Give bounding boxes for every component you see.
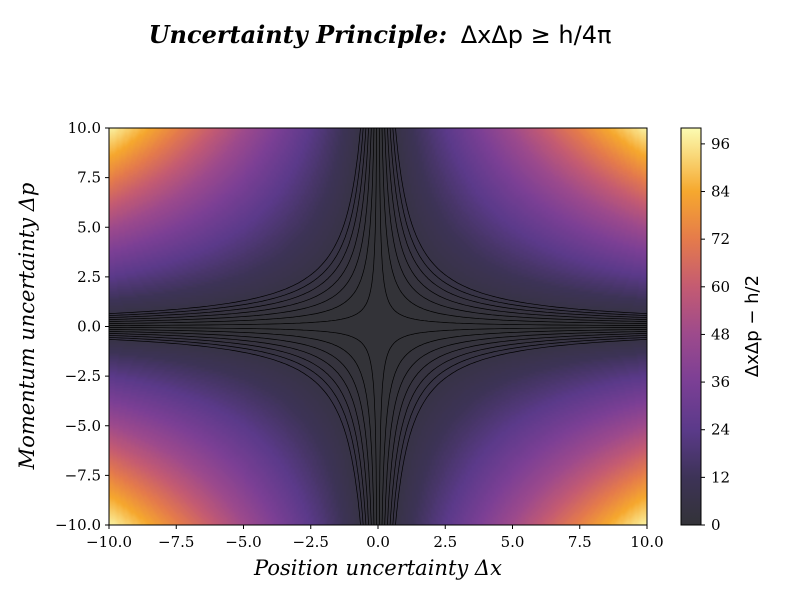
x-tick-label: −7.5 [158, 533, 194, 551]
x-tick-label: 10.0 [630, 533, 663, 551]
contour-line [384, 128, 647, 322]
chart-title: Uncertainty Principle: ΔxΔp ≥ h/4π [149, 20, 612, 49]
contour-line [109, 329, 375, 525]
contour-line [389, 128, 647, 318]
contour-line [109, 335, 367, 525]
contour-line [109, 128, 375, 324]
y-axis-label: Momentum uncertainty Δp [15, 183, 39, 471]
contour-line [387, 333, 647, 525]
contour-line [109, 128, 367, 318]
contour-line [109, 128, 372, 322]
colorbar-tick-label: 84 [711, 183, 730, 201]
contour-lines [109, 128, 647, 525]
contour-line [378, 128, 647, 326]
colorbar-tick-label: 36 [711, 373, 730, 391]
x-tick-label: 7.5 [568, 533, 592, 551]
x-tick-label: −2.5 [293, 533, 329, 551]
contour-line [387, 128, 647, 320]
x-tick-label: −10.0 [86, 533, 132, 551]
y-tick-label: 7.5 [77, 169, 101, 187]
colorbar-tick-label: 60 [711, 278, 730, 296]
y-tick-label: 5.0 [77, 218, 101, 236]
contour-line [389, 335, 647, 525]
colorbar [680, 127, 702, 526]
contour-line [109, 327, 378, 525]
y-tick-label: 10.0 [68, 119, 101, 137]
y-axis-ticks: 10.0 7.5 5.0 2.5 0.0 −2.5 −5.0 −7.5 −10.0 [55, 119, 109, 534]
colorbar-tick-label: 48 [711, 325, 730, 343]
contour-line [109, 337, 364, 525]
contour-line [378, 327, 647, 525]
colorbar-tick-label: 24 [711, 421, 730, 439]
contour-line [109, 339, 361, 525]
y-tick-label: −2.5 [65, 367, 101, 385]
y-tick-label: −7.5 [65, 466, 101, 484]
contour-line [395, 128, 647, 314]
colorbar-tick-label: 12 [711, 468, 730, 486]
colorbar-tick-label: 0 [711, 516, 721, 534]
contour-line [109, 128, 378, 326]
colorbar-label: ΔxΔp − h/2 [742, 275, 763, 377]
y-tick-label: −10.0 [55, 516, 101, 534]
y-tick-label: −5.0 [65, 417, 101, 435]
y-tick-label: 2.5 [77, 268, 101, 286]
colorbar-ticks: 0 12 24 36 48 60 72 84 96 [701, 135, 730, 534]
x-tick-label: −5.0 [225, 533, 261, 551]
x-tick-label: 5.0 [501, 533, 525, 551]
contour-line [109, 128, 364, 316]
contour-line [109, 333, 369, 525]
heatmap-surface [109, 128, 647, 525]
contour-line [395, 339, 647, 525]
colorbar-tick-label: 96 [711, 135, 730, 153]
contour-line [109, 128, 369, 320]
x-tick-label: 0.0 [366, 533, 390, 551]
contour-line [381, 329, 647, 525]
contour-line [109, 128, 361, 314]
contour-line [381, 128, 647, 324]
colorbar-tick-label: 72 [711, 230, 730, 248]
x-axis-ticks: −10.0 −7.5 −5.0 −2.5 0.0 2.5 5.0 7.5 10.0 [86, 525, 664, 551]
y-tick-label: 0.0 [77, 318, 101, 336]
contour-line [384, 331, 647, 525]
contour-line [109, 331, 372, 525]
contour-line [392, 337, 647, 525]
x-tick-label: 2.5 [433, 533, 457, 551]
contour-line [392, 128, 647, 316]
x-axis-label: Position uncertainty Δx [253, 556, 502, 580]
